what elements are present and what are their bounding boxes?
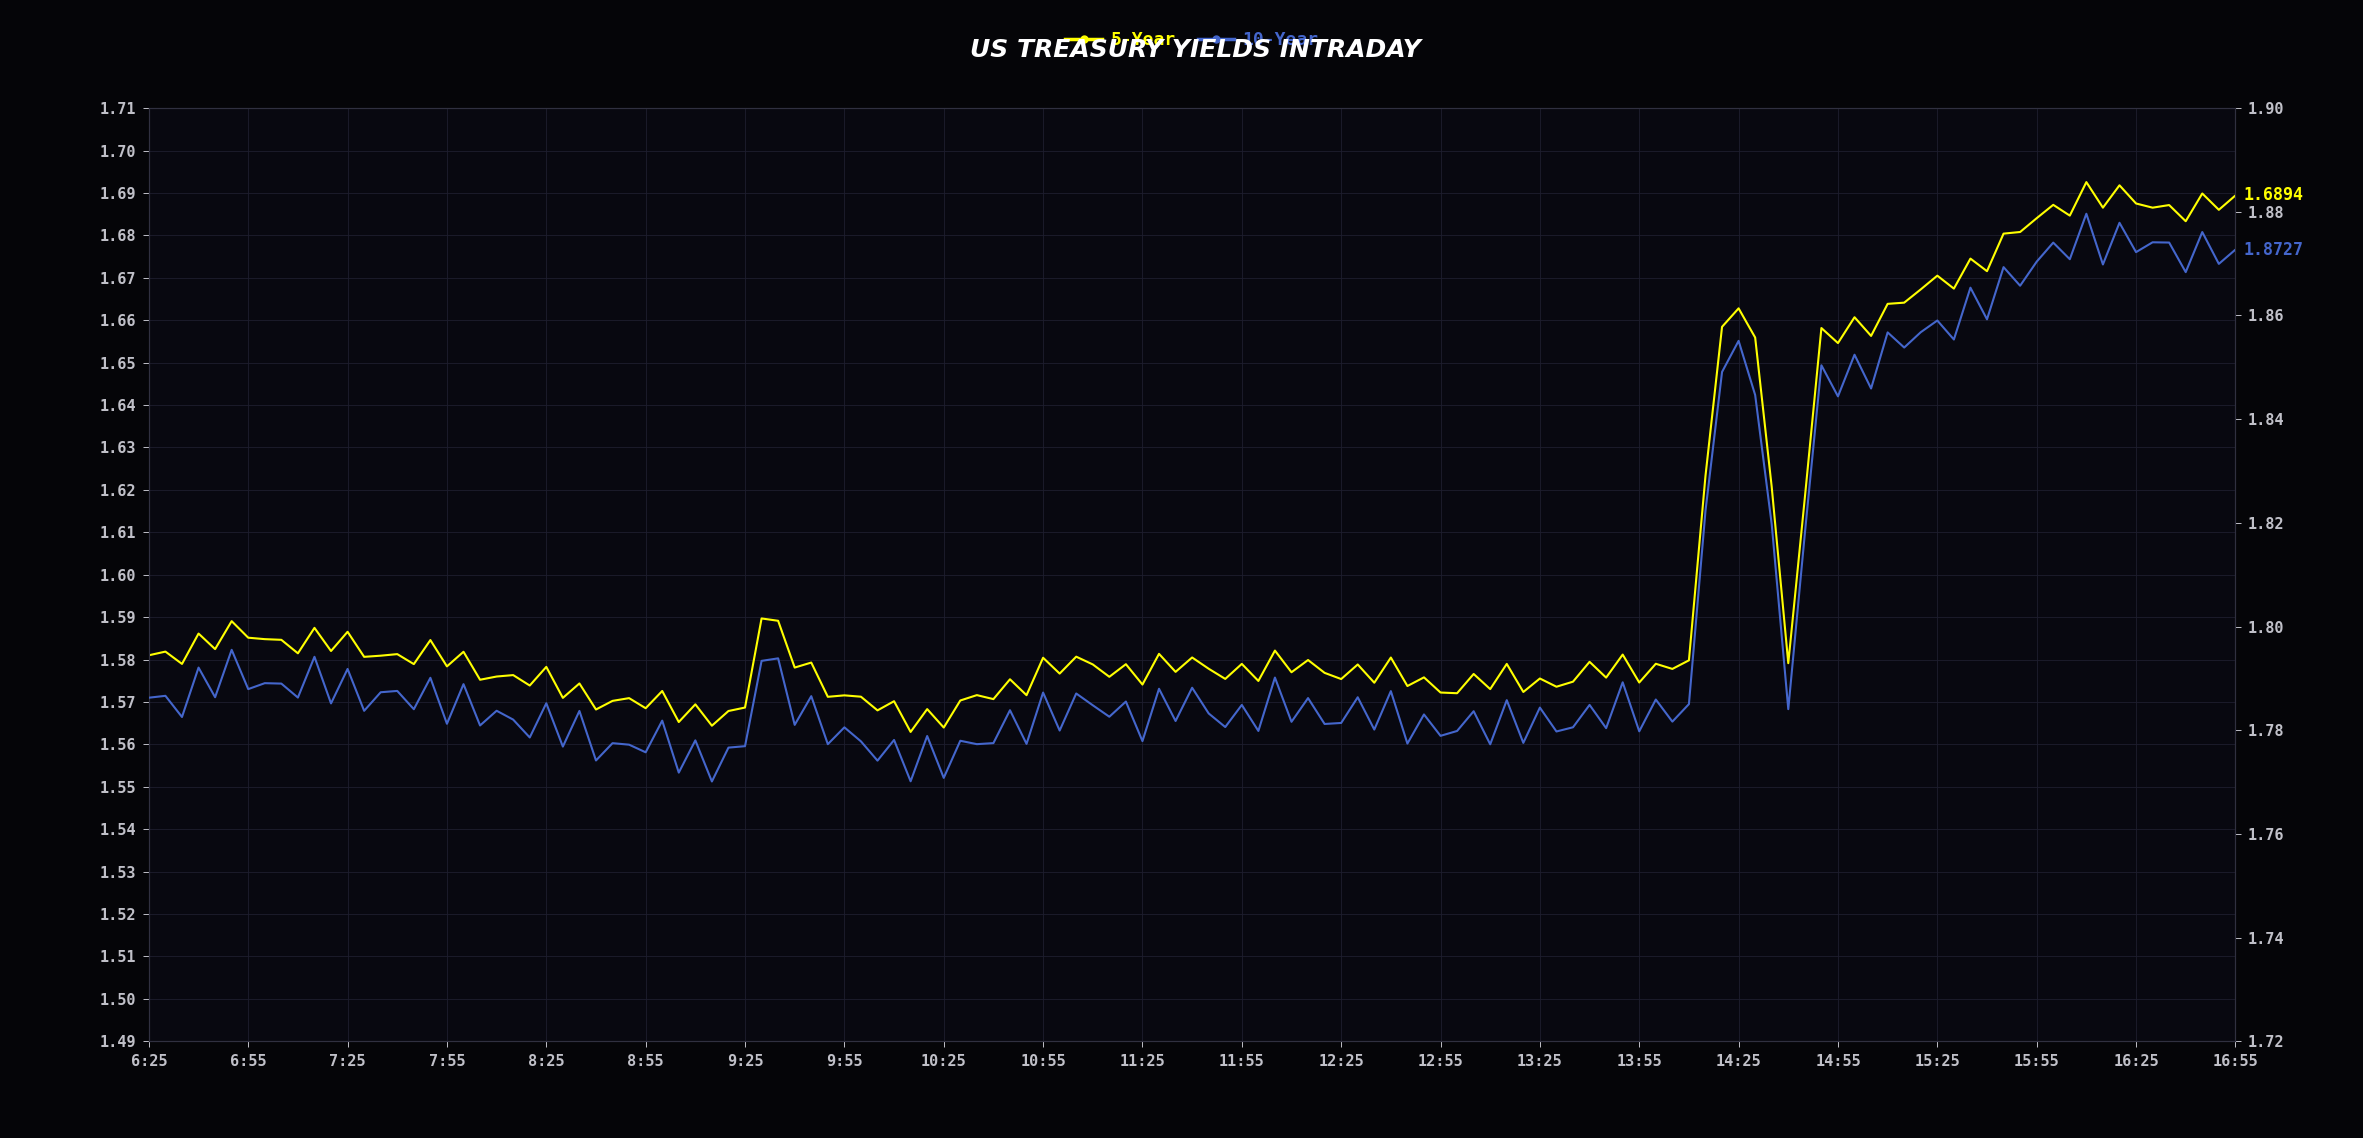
Legend: 5-Year, 10-Year: 5-Year, 10-Year [1059, 24, 1326, 56]
Text: 1.6894: 1.6894 [2245, 187, 2304, 205]
Text: US TREASURY YIELDS INTRADAY: US TREASURY YIELDS INTRADAY [971, 38, 1420, 61]
Text: 1.8727: 1.8727 [2245, 240, 2304, 258]
